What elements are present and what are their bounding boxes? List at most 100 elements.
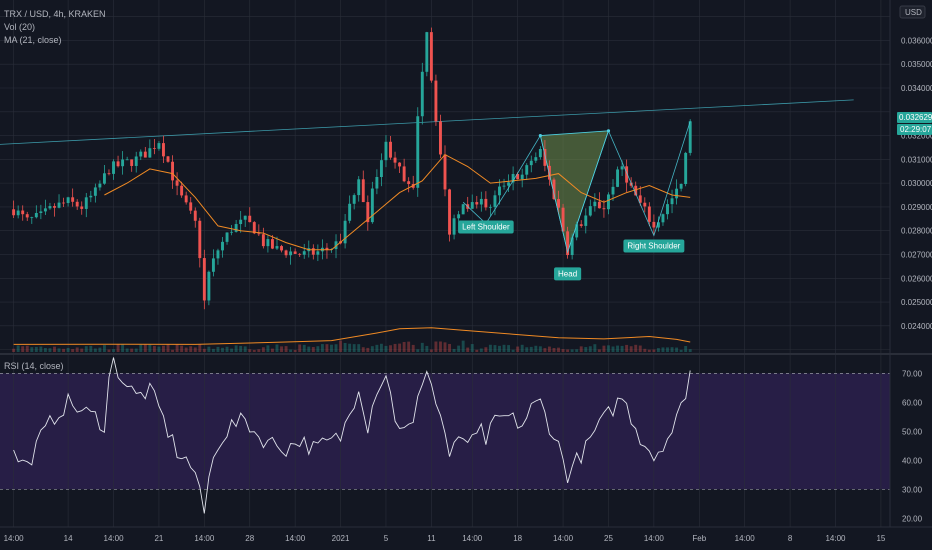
volume-bar: [189, 346, 193, 352]
time-tick-label: 14:00: [735, 534, 756, 543]
volume-bar: [557, 347, 560, 352]
volume-bar: [625, 344, 629, 352]
volume-bar: [71, 349, 75, 352]
volume-bar: [134, 348, 138, 352]
candle-body: [634, 185, 638, 196]
candle-body: [71, 197, 75, 202]
candle-body: [407, 181, 411, 185]
pattern-label-bg: [554, 267, 582, 281]
candle-body: [534, 157, 538, 161]
pattern-wave-line[interactable]: [462, 121, 691, 254]
neckline-point[interactable]: [606, 129, 611, 133]
time-tick-label: 15: [876, 534, 885, 543]
volume-bar: [270, 348, 274, 352]
candle-body: [507, 182, 511, 186]
candle-body: [207, 271, 211, 301]
volume-bar: [488, 344, 492, 352]
ma-legend[interactable]: MA (21, close): [4, 35, 62, 45]
volume-bar: [148, 344, 152, 352]
volume-bar: [25, 345, 29, 352]
neckline-point[interactable]: [538, 133, 542, 138]
price-tags: 0.032629 02:29:07: [897, 112, 932, 135]
candle-body: [121, 159, 125, 167]
candle-body: [239, 219, 243, 225]
price-tick-label: 0.030000: [901, 179, 932, 188]
candles: [12, 27, 692, 310]
time-tick-label: 8: [788, 534, 793, 543]
candle-body: [652, 221, 656, 228]
candle-body: [502, 185, 506, 187]
volume-bar: [543, 348, 547, 352]
volume-bar: [48, 348, 52, 352]
candle-body: [266, 239, 270, 247]
volume-bar: [652, 349, 656, 352]
currency-label-text: USD: [905, 8, 922, 17]
time-axis[interactable]: 14:00 14 14:00 21 14:00 28 14:00 2021 5 11 14:00 18…: [4, 534, 886, 543]
volume-bar: [643, 348, 647, 352]
volume-bar: [547, 346, 551, 352]
volume-bar: [66, 347, 70, 352]
volume-bar: [184, 347, 188, 352]
volume-bar: [284, 346, 288, 352]
symbol-legend[interactable]: TRX / USD, 4h, KRAKEN: [4, 9, 106, 19]
volume-bar: [334, 344, 338, 352]
volume-legend[interactable]: Vol (20): [4, 22, 36, 32]
currency-label[interactable]: USD: [899, 5, 926, 19]
volume-bar: [579, 346, 583, 352]
volume-bar: [166, 344, 170, 352]
candle-body: [284, 250, 288, 256]
candle-body: [62, 202, 66, 204]
pattern-label-text: Right Shoulder: [627, 242, 680, 251]
candle-body: [102, 173, 106, 184]
volume-bar: [207, 346, 211, 352]
price-axis[interactable]: 0.024000 0.025000 0.026000 0.027000 0.028000…: [901, 36, 932, 330]
volume-bar: [361, 347, 365, 352]
volume-bar: [30, 347, 34, 352]
rsi-tick-label: 40.00: [902, 456, 923, 465]
candle-body: [112, 161, 115, 174]
candle-body: [293, 251, 297, 254]
currency-label-bg: [899, 5, 926, 19]
candle-body: [688, 121, 692, 153]
candle-body: [202, 258, 206, 301]
volume-bar: [370, 346, 374, 352]
price-tick-label: 0.032000: [901, 132, 932, 141]
candle-body: [184, 195, 188, 203]
volume-bar: [112, 349, 115, 352]
candle-body: [325, 247, 329, 250]
time-tick-label: 18: [513, 534, 522, 543]
volume-bar: [525, 347, 529, 352]
candle-body: [552, 179, 556, 200]
candle-body: [538, 148, 542, 158]
candle-body: [647, 206, 651, 222]
time-tick-label: 21: [154, 534, 163, 543]
candle-body: [488, 206, 492, 208]
rsi-tick-label: 30.00: [902, 485, 923, 494]
candle-body: [656, 222, 660, 228]
rsi-axis[interactable]: 20.00 30.00 40.00 50.00 60.00 70.00: [902, 369, 923, 523]
time-tick-label: 14:00: [644, 534, 665, 543]
volume-bar: [629, 346, 633, 352]
time-tick-label: 14:00: [194, 534, 215, 543]
candle-body: [561, 207, 565, 232]
volume-bar: [307, 346, 311, 352]
volume-bar: [116, 344, 120, 352]
candle-body: [602, 208, 606, 210]
volume-bar: [634, 344, 638, 352]
pattern-label[interactable]: Left Shoulder: [458, 220, 514, 234]
annotations: Left Shoulder Head Right Shoulder: [458, 220, 685, 281]
candle-body: [257, 233, 261, 235]
rsi-legend[interactable]: RSI (14, close): [4, 361, 64, 371]
pane-separators: [0, 0, 932, 528]
candle-body: [53, 206, 56, 208]
candle-body: [643, 202, 647, 207]
pattern-label[interactable]: Right Shoulder: [623, 239, 685, 253]
volume-bar: [152, 345, 156, 352]
pattern-label[interactable]: Head: [554, 267, 582, 281]
price-tick-label: 0.025000: [901, 298, 932, 307]
candle-body: [298, 253, 302, 255]
volume-bar: [570, 349, 574, 352]
candle-body: [484, 198, 488, 208]
volume-bar: [429, 349, 433, 352]
